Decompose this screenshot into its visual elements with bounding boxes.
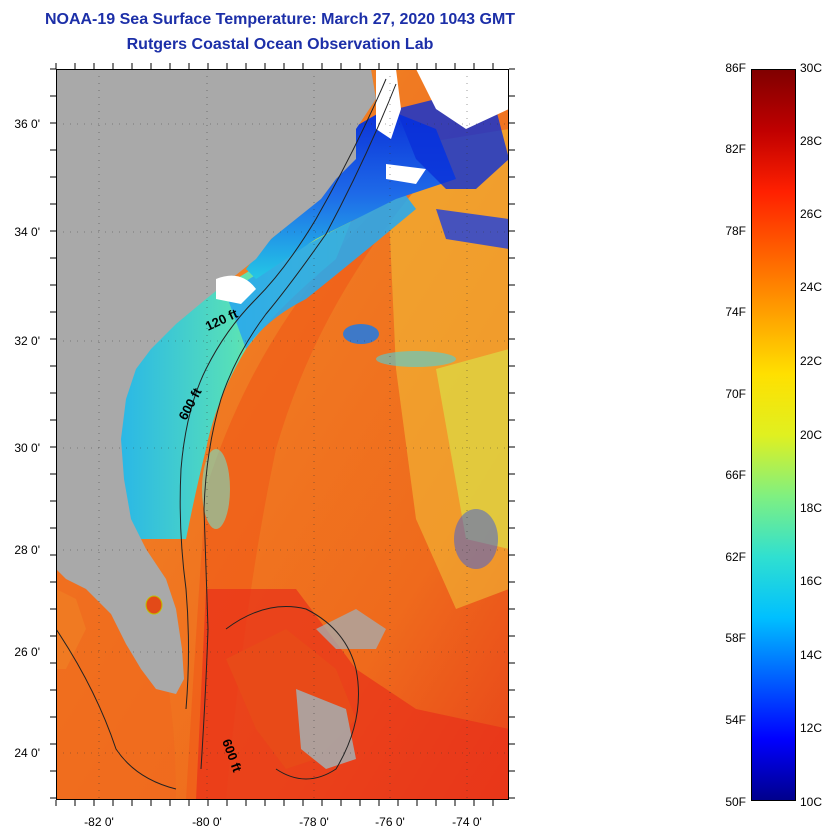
colorbar-f-78: 78F bbox=[725, 224, 746, 238]
land-southeast-us bbox=[56, 69, 376, 694]
colorbar-c-26: 26C bbox=[800, 207, 823, 221]
lat-label-36: 36 0' bbox=[14, 117, 40, 131]
colorbar-c-14: 14C bbox=[800, 648, 823, 662]
lon-label-76: -76 0' bbox=[375, 815, 405, 829]
colorbar-f-74: 74F bbox=[725, 305, 746, 319]
lat-label-30: 30 0' bbox=[14, 441, 40, 455]
lon-label-80: -80 0' bbox=[192, 815, 222, 829]
sst-map: 120 ft 600 ft 600 ft bbox=[50, 63, 515, 806]
colorbar-c-10: 10C bbox=[800, 795, 823, 809]
colorbar-c-24: 24C bbox=[800, 280, 823, 294]
colorbar-f-54: 54F bbox=[725, 713, 746, 727]
lon-label-78: -78 0' bbox=[299, 815, 329, 829]
temperature-colorbar bbox=[751, 69, 796, 801]
lon-label-82: -82 0' bbox=[84, 815, 114, 829]
colorbar-c-12: 12C bbox=[800, 721, 823, 735]
colorbar-f-62: 62F bbox=[725, 550, 746, 564]
lat-label-34: 34 0' bbox=[14, 225, 40, 239]
lat-label-24: 24 0' bbox=[14, 746, 40, 760]
colorbar-f-66: 66F bbox=[725, 468, 746, 482]
colorbar-c-18: 18C bbox=[800, 501, 823, 515]
colorbar-c-20: 20C bbox=[800, 428, 823, 442]
colorbar-f-58: 58F bbox=[725, 631, 746, 645]
colorbar-c-30: 30C bbox=[800, 61, 823, 75]
lat-label-32: 32 0' bbox=[14, 334, 40, 348]
colorbar-f-86: 86F bbox=[725, 61, 746, 75]
colorbar-c-16: 16C bbox=[800, 574, 823, 588]
map-title: NOAA-19 Sea Surface Temperature: March 2… bbox=[44, 11, 516, 28]
colorbar-c-22: 22C bbox=[800, 354, 823, 368]
colorbar-f-82: 82F bbox=[725, 142, 746, 156]
colorbar-f-50: 50F bbox=[725, 795, 746, 809]
colorbar-c-28: 28C bbox=[800, 134, 823, 148]
colorbar-f-70: 70F bbox=[725, 387, 746, 401]
lat-label-28: 28 0' bbox=[14, 543, 40, 557]
lat-label-26: 26 0' bbox=[14, 645, 40, 659]
lon-label-74: -74 0' bbox=[452, 815, 482, 829]
map-subtitle: Rutgers Coastal Ocean Observation Lab bbox=[126, 36, 434, 53]
